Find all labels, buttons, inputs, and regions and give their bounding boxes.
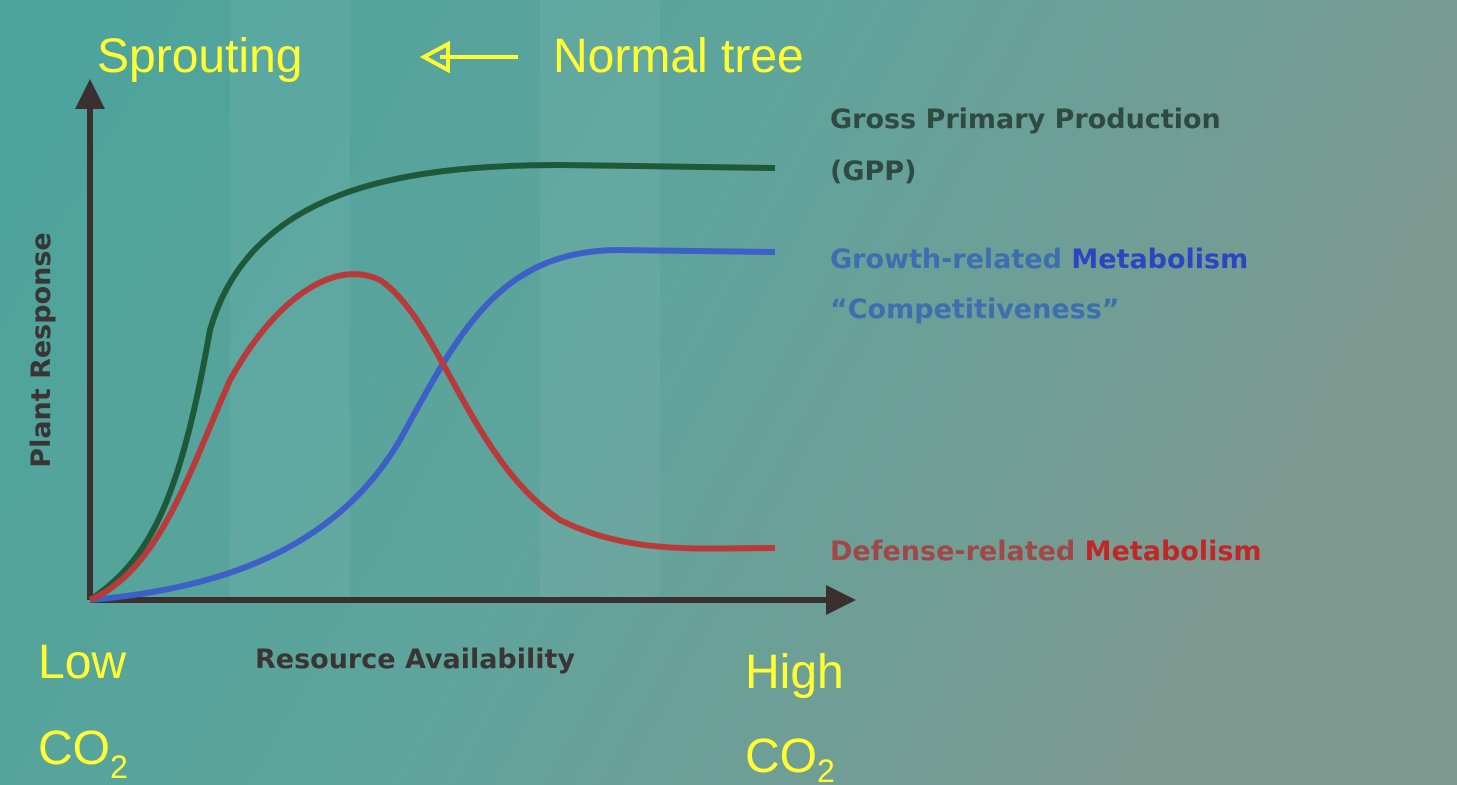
growth-word: Metabolism (1071, 244, 1248, 275)
background (0, 0, 1457, 785)
subscript: 2 (110, 749, 128, 785)
chem: CO (38, 722, 110, 775)
low-label: Low (38, 636, 126, 689)
subscript: 2 (817, 753, 835, 785)
band (540, 0, 660, 600)
high-label: High (745, 646, 844, 699)
header-right: Normal tree (553, 30, 804, 83)
y-axis-label: Plant Response (26, 232, 57, 467)
defense-word: Metabolism (1085, 536, 1262, 567)
chem: CO (745, 730, 817, 783)
growth-prefix: Growth-related (830, 244, 1071, 275)
defense-prefix: Defense-related (830, 536, 1085, 567)
x-axis-label: Resource Availability (255, 644, 575, 675)
header-left: Sprouting (97, 30, 302, 83)
slide: Sprouting Normal tree Plant Response Res… (0, 0, 1457, 785)
growth-label: Growth-related Metabolism (830, 244, 1248, 275)
defense-label: Defense-related Metabolism (830, 536, 1262, 567)
gpp-label: (GPP) (830, 156, 916, 187)
gpp-label: Gross Primary Production (830, 104, 1221, 135)
page: Sprouting Normal tree Plant Response Res… (0, 0, 1457, 785)
growth-label: “Competitiveness” (830, 294, 1120, 325)
